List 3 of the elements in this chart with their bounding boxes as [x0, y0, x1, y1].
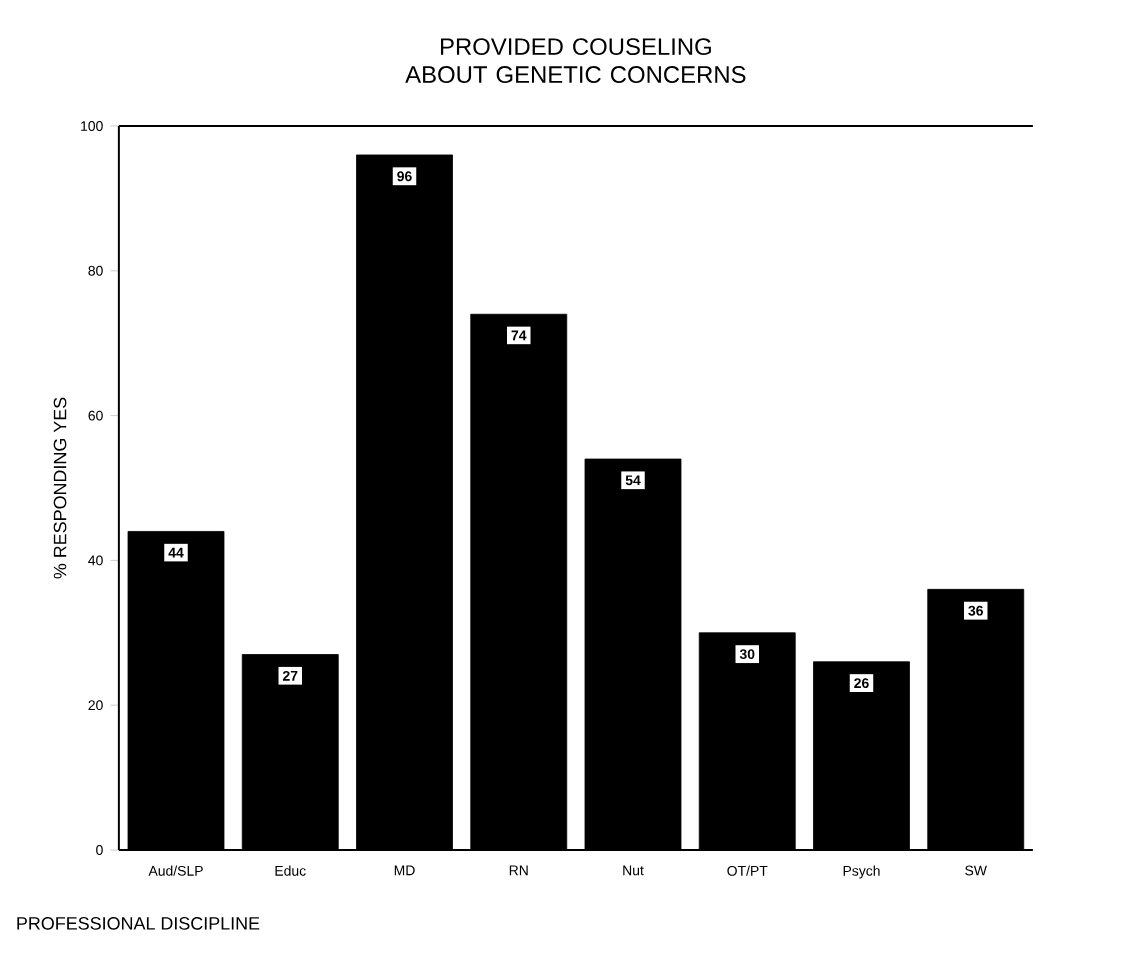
x-axis-title: PROFESSIONAL DISCIPLINE [17, 917, 260, 930]
chart-title: PROVIDED COUSELING ABOUT GENETIC CONCERNS [405, 38, 746, 83]
y-axis-title: % RESPONDING YES [53, 397, 67, 579]
